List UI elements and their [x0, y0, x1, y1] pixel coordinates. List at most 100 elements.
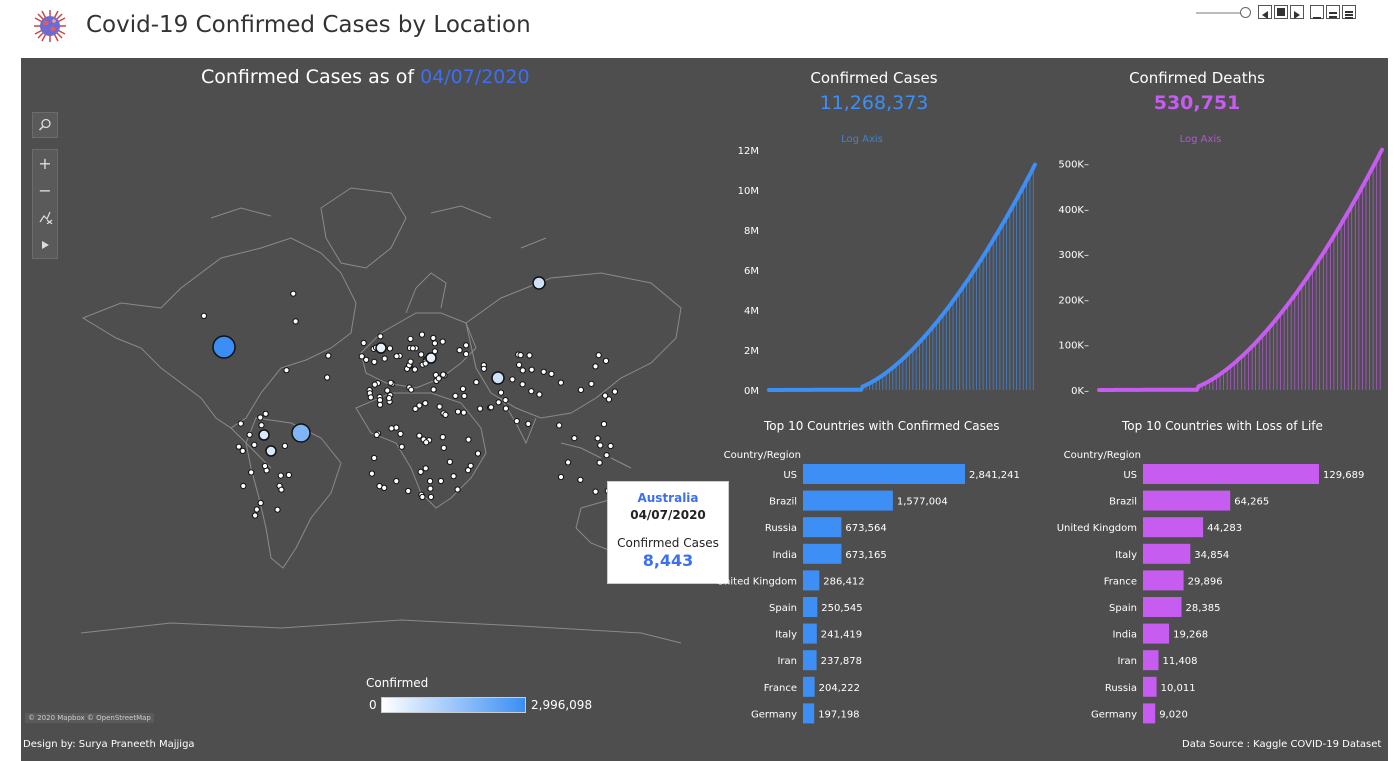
play-button[interactable]: [33, 231, 57, 258]
map-marker[interactable]: [454, 408, 462, 415]
map-marker-large[interactable]: [291, 423, 311, 443]
map-marker[interactable]: [373, 431, 380, 438]
map-marker[interactable]: [600, 421, 608, 428]
map-marker[interactable]: [416, 432, 423, 439]
bar[interactable]: [803, 597, 818, 617]
map-marker[interactable]: [519, 367, 526, 374]
map-marker[interactable]: [423, 439, 430, 446]
map-marker[interactable]: [377, 333, 384, 340]
map-marker[interactable]: [440, 371, 447, 378]
map-marker[interactable]: [430, 386, 437, 393]
top10-cases-bar-chart[interactable]: Country/Region US 2,841,241 Brazil 1,577,004…: [701, 444, 1041, 730]
map-marker[interactable]: [393, 353, 400, 360]
map-marker[interactable]: [371, 381, 378, 388]
playback-slider-knob[interactable]: [1240, 7, 1251, 18]
map-marker[interactable]: [473, 379, 480, 386]
map-marker[interactable]: [595, 352, 602, 359]
map-marker[interactable]: [430, 334, 437, 342]
bar[interactable]: [1143, 570, 1184, 591]
map-marker[interactable]: [397, 430, 404, 437]
map-marker[interactable]: [602, 357, 610, 364]
map-marker[interactable]: [405, 487, 412, 495]
step-back-button[interactable]: [1258, 5, 1272, 19]
map-attribution[interactable]: © 2020 Mapbox © OpenStreetMap: [25, 713, 154, 723]
map-marker[interactable]: [439, 338, 446, 345]
map-marker[interactable]: [281, 442, 288, 449]
map-marker[interactable]: [251, 441, 258, 448]
map-marker[interactable]: [411, 366, 418, 373]
map-marker[interactable]: [285, 471, 292, 479]
map-marker[interactable]: [528, 388, 535, 395]
bar[interactable]: [803, 490, 893, 511]
map-marker[interactable]: [324, 374, 331, 381]
map-marker[interactable]: [409, 345, 416, 352]
map-marker[interactable]: [450, 473, 457, 480]
map-marker[interactable]: [596, 459, 603, 466]
map-marker[interactable]: [571, 435, 578, 442]
map-marker[interactable]: [577, 476, 584, 483]
series-line[interactable]: [767, 162, 1037, 392]
zoom-out-button[interactable]: −: [33, 177, 57, 204]
bar[interactable]: [803, 703, 815, 724]
map-marker[interactable]: [509, 376, 516, 383]
map-marker[interactable]: [358, 353, 365, 360]
bar[interactable]: [803, 464, 965, 484]
top10-deaths-bar-chart[interactable]: Country/Region US 129,689 Brazil 64,265 Unite…: [1051, 444, 1388, 730]
map-marker[interactable]: [377, 401, 384, 408]
map-marker[interactable]: [200, 312, 207, 319]
cases-line-chart[interactable]: 0M 2M 4M 6M 8M 10M 12M Log Axis: [721, 130, 1041, 410]
map-marker[interactable]: [257, 499, 264, 507]
map-marker[interactable]: [463, 351, 470, 358]
map-marker[interactable]: [557, 473, 565, 481]
bar[interactable]: [803, 650, 817, 671]
map-marker[interactable]: [592, 488, 599, 495]
map-marker[interactable]: [418, 331, 426, 338]
map-marker-large[interactable]: [491, 371, 505, 385]
map-marker[interactable]: [237, 420, 244, 427]
map-marker[interactable]: [459, 385, 467, 392]
map-marker[interactable]: [436, 403, 443, 410]
map-marker[interactable]: [477, 405, 484, 412]
bar[interactable]: [803, 676, 815, 697]
map-marker[interactable]: [502, 405, 509, 412]
map-marker[interactable]: [463, 342, 470, 349]
map-marker[interactable]: [422, 400, 429, 407]
step-forward-button[interactable]: [1290, 5, 1304, 19]
map-marker[interactable]: [497, 389, 505, 396]
reset-pin-button[interactable]: [33, 204, 57, 231]
map-marker[interactable]: [381, 484, 388, 491]
map-marker[interactable]: [360, 339, 367, 347]
map-marker[interactable]: [516, 361, 523, 368]
map-marker[interactable]: [252, 512, 259, 519]
map-marker[interactable]: [419, 493, 426, 501]
map-marker[interactable]: [577, 386, 585, 393]
map-marker[interactable]: [235, 443, 242, 450]
map-marker[interactable]: [283, 367, 290, 374]
map-marker[interactable]: [407, 358, 414, 365]
map-marker[interactable]: [460, 409, 467, 416]
map-marker[interactable]: [456, 347, 463, 354]
map-marker[interactable]: [371, 454, 378, 462]
map-marker[interactable]: [607, 442, 614, 450]
map-marker[interactable]: [239, 447, 246, 454]
map-marker[interactable]: [387, 379, 394, 386]
map-marker[interactable]: [386, 345, 394, 352]
map-marker[interactable]: [253, 506, 260, 513]
map-marker[interactable]: [440, 444, 447, 451]
map-marker[interactable]: [437, 477, 444, 485]
map-marker[interactable]: [384, 387, 391, 394]
map-marker[interactable]: [325, 352, 332, 359]
map-marker[interactable]: [368, 470, 375, 477]
map-marker[interactable]: [495, 399, 502, 406]
map-marker[interactable]: [435, 375, 442, 382]
map-marker-large[interactable]: [265, 445, 277, 457]
map-marker[interactable]: [427, 493, 435, 501]
map-marker[interactable]: [442, 411, 449, 418]
bar[interactable]: [803, 623, 817, 644]
map-marker[interactable]: [246, 431, 253, 438]
map-marker[interactable]: [602, 392, 609, 399]
map-marker[interactable]: [594, 435, 601, 442]
map-marker[interactable]: [417, 468, 424, 475]
map-marker[interactable]: [467, 462, 474, 469]
bar[interactable]: [1143, 597, 1182, 617]
